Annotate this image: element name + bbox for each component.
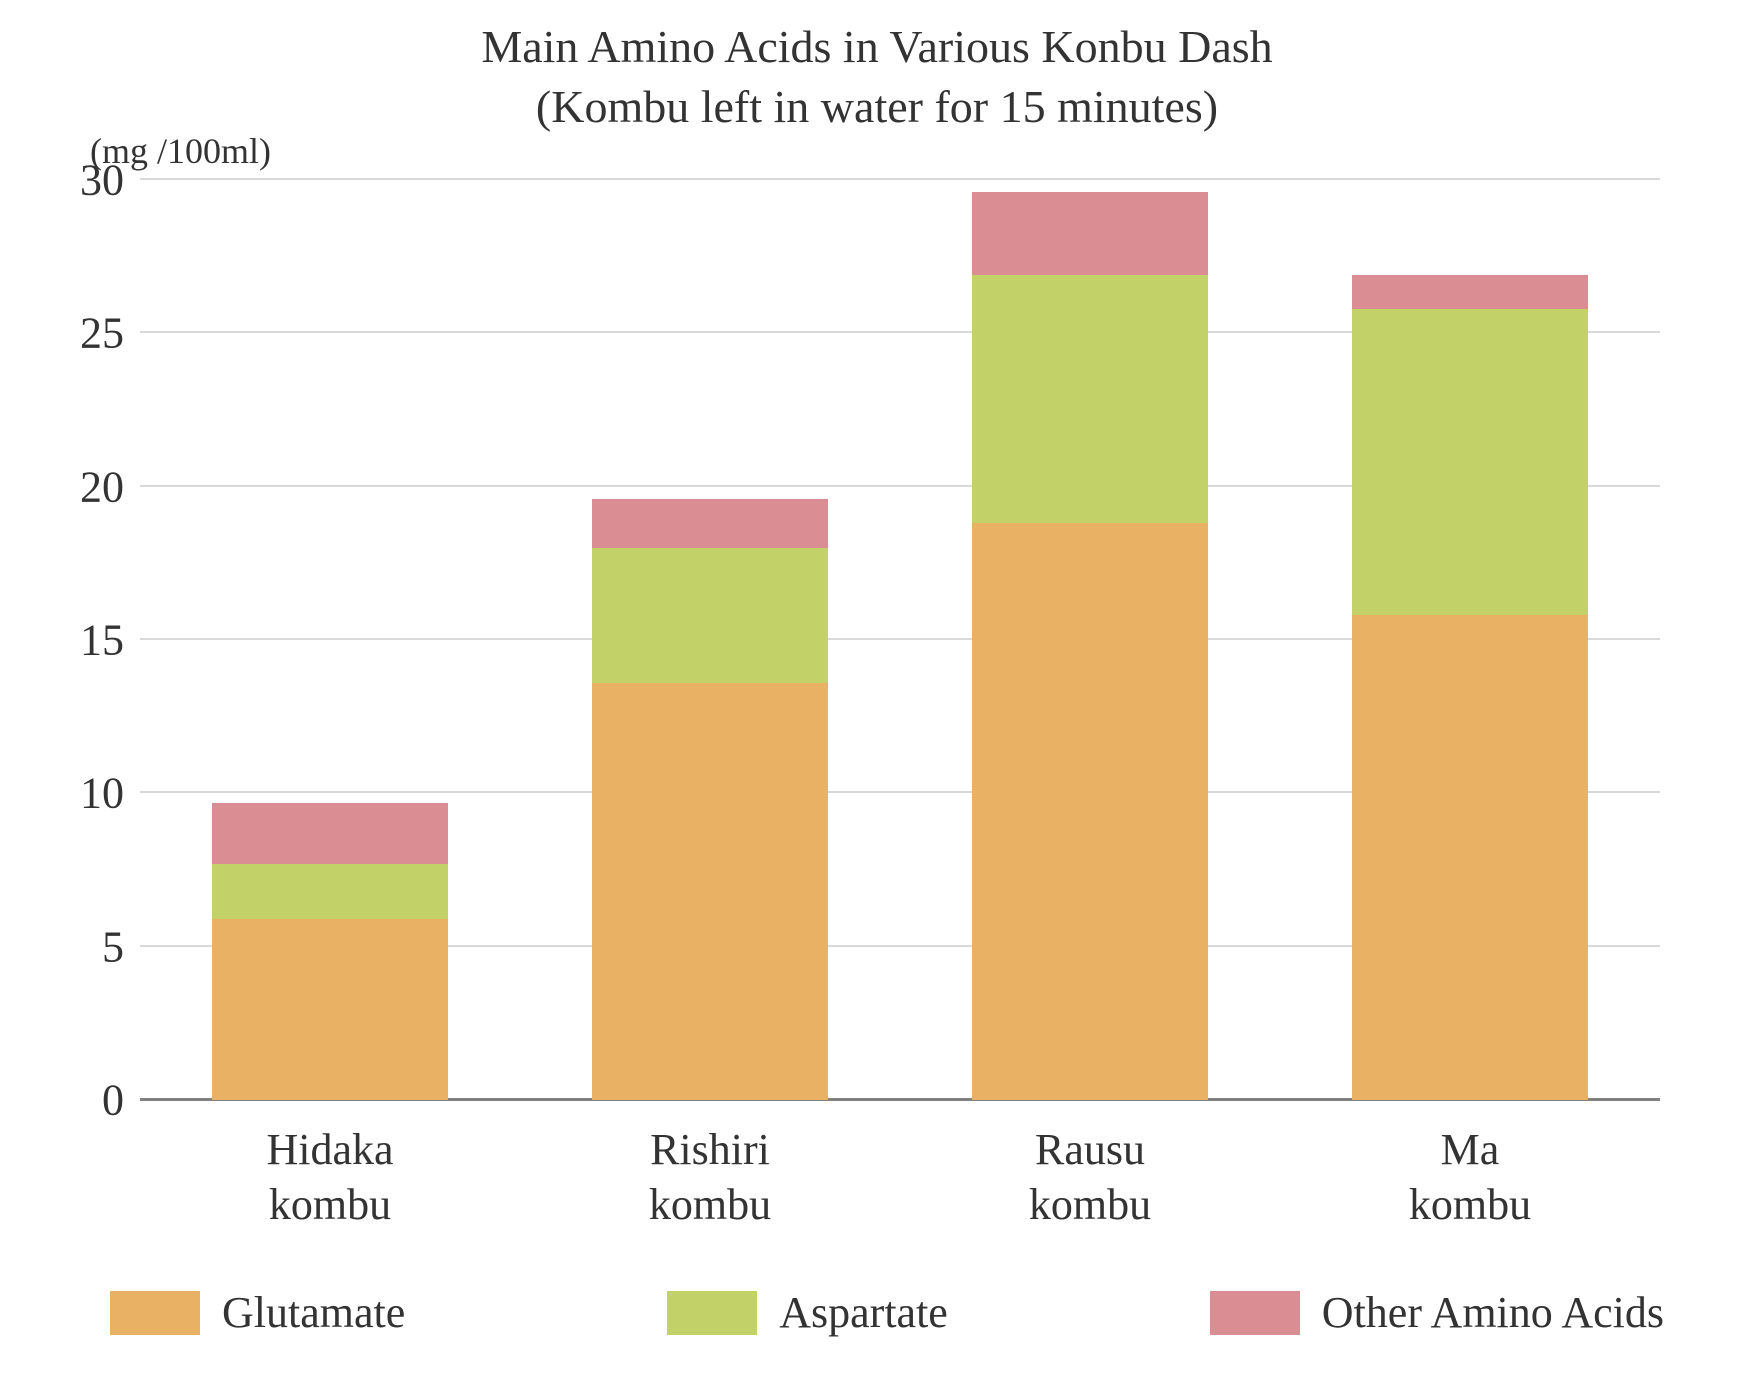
y-tick-label: 10	[24, 768, 140, 819]
y-tick-label: 5	[24, 921, 140, 972]
bar-segment-glutamate	[1352, 615, 1588, 1100]
legend-item-aspartate: Aspartate	[667, 1287, 948, 1338]
legend-item-glutamate: Glutamate	[110, 1287, 405, 1338]
bar-segment-other	[212, 803, 448, 864]
gridline	[140, 178, 1660, 180]
chart-title-line1: Main Amino Acids in Various Konbu Dash	[0, 20, 1754, 73]
legend-label: Aspartate	[779, 1287, 948, 1338]
plot-area: 051015202530Hidaka kombuRishiri kombuRau…	[140, 180, 1660, 1100]
x-category-label: Hidaka kombu	[266, 1100, 393, 1232]
x-category-label: Rausu kombu	[1029, 1100, 1151, 1232]
legend-label: Other Amino Acids	[1322, 1287, 1664, 1338]
legend-swatch	[1210, 1291, 1300, 1335]
y-tick-label: 20	[24, 461, 140, 512]
chart-container: Main Amino Acids in Various Konbu Dash (…	[0, 0, 1754, 1378]
legend-label: Glutamate	[222, 1287, 405, 1338]
legend-item-other: Other Amino Acids	[1210, 1287, 1664, 1338]
y-tick-label: 15	[24, 615, 140, 666]
bar-segment-aspartate	[1352, 309, 1588, 616]
bar-segment-other	[972, 192, 1208, 275]
bar-segment-aspartate	[212, 864, 448, 919]
chart-title-line2: (Kombu left in water for 15 minutes)	[0, 80, 1754, 133]
y-tick-label: 0	[24, 1075, 140, 1126]
y-tick-label: 30	[24, 155, 140, 206]
bar-segment-aspartate	[592, 548, 828, 683]
legend: Glutamate Aspartate Other Amino Acids	[80, 1287, 1694, 1338]
legend-swatch	[667, 1291, 757, 1335]
legend-swatch	[110, 1291, 200, 1335]
y-tick-label: 25	[24, 308, 140, 359]
bar-segment-aspartate	[972, 275, 1208, 523]
bar-segment-glutamate	[592, 683, 828, 1100]
bar-segment-other	[592, 499, 828, 548]
bar-segment-glutamate	[212, 919, 448, 1100]
bar-segment-glutamate	[972, 523, 1208, 1100]
x-category-label: Ma kombu	[1409, 1100, 1531, 1232]
x-category-label: Rishiri kombu	[649, 1100, 771, 1232]
bar-segment-other	[1352, 275, 1588, 309]
